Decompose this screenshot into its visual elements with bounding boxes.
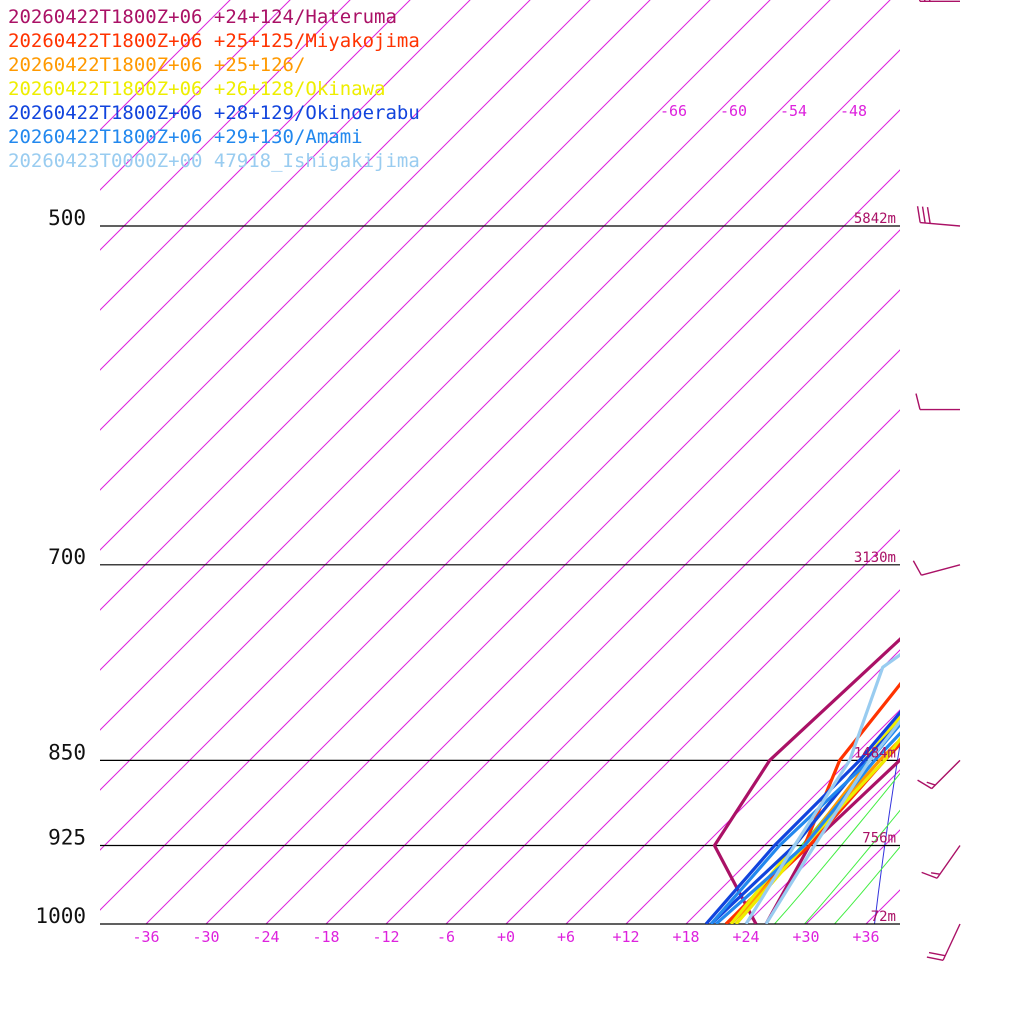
temperature-tick-label: -30 — [192, 928, 219, 946]
wind-barb — [915, 393, 960, 411]
temperature-tick-label: +24 — [732, 928, 759, 946]
wind-barb-feather — [912, 560, 922, 576]
legend-entry: 20260422T1800Z+06 +25+125/Miyakojima — [8, 30, 420, 52]
wind-barb — [917, 759, 961, 790]
isotherm-line — [145, 169, 900, 924]
wind-barb — [918, 0, 960, 2]
wind-barb-feather — [930, 872, 941, 875]
wind-barb-staff — [936, 845, 961, 879]
wind-barb — [916, 206, 961, 227]
isotherm-line — [385, 409, 900, 924]
temperature-tick-label: +6 — [557, 928, 575, 946]
pressure-label: 1000 — [35, 904, 86, 928]
wind-barb-feather — [921, 871, 938, 879]
wind-barb-staff — [931, 759, 961, 790]
isotherm-line — [865, 889, 900, 924]
legend-entry: 20260422T1800Z+06 +28+129/Okinoerabu — [8, 102, 420, 124]
isotherm-line — [445, 469, 900, 924]
dry-adiabat-line — [874, 741, 900, 924]
profile-temp-line — [714, 731, 900, 924]
temperature-tick-label: +0 — [497, 928, 515, 946]
wind-barb — [926, 923, 961, 961]
profile-temp-line — [734, 736, 900, 924]
temperature-tick-label: -18 — [312, 928, 339, 946]
height-label: 756m — [862, 830, 896, 846]
isotherm-line — [325, 349, 900, 924]
height-label: 3130m — [854, 550, 896, 566]
moist-adiabat-line — [734, 723, 900, 924]
profile-dewpoint-line — [729, 714, 900, 924]
isotherm-line — [100, 0, 591, 491]
profile-dewpoint-line — [734, 718, 900, 924]
axis-labels: 10016592m15014198m20012402m25010929m3009… — [35, 102, 896, 946]
wind-barb-staff — [920, 221, 961, 227]
profile-temp-line — [764, 757, 900, 924]
isotherm-label: -48 — [840, 102, 867, 120]
temperature-tick-label: +30 — [792, 928, 819, 946]
pressure-label: 850 — [48, 740, 86, 764]
isotherm-line — [805, 829, 900, 924]
isotherm-line — [100, 0, 651, 551]
legend-entry: 20260422T1800Z+06 +29+130/Amami — [8, 126, 363, 148]
wind-barb-feather — [915, 393, 921, 410]
pressure-label: 925 — [48, 825, 86, 849]
moist-adiabat-line — [804, 809, 900, 924]
height-label: 5842m — [854, 211, 896, 227]
profile-dewpoint-line — [709, 722, 900, 924]
wind-barb-feather — [926, 956, 944, 961]
wind-barb-feather — [916, 206, 921, 223]
profile-dewpoint-line — [704, 710, 900, 924]
temperature-tick-label: +18 — [672, 928, 699, 946]
isotherm-line — [986, 0, 1024, 924]
isotherm-line — [265, 289, 900, 924]
wind-barb-feather — [926, 781, 936, 786]
wind-barb-feather — [926, 206, 931, 224]
profile-temp-line — [729, 737, 900, 924]
wind-barb — [921, 845, 961, 879]
legend-entry: 20260423T0000Z+00 47918_Ishigakijima — [8, 150, 420, 172]
temperature-tick-label: -24 — [252, 928, 279, 946]
isotherm-line — [926, 0, 1024, 924]
temperature-tick-label: -12 — [372, 928, 399, 946]
isotherm-label: -54 — [780, 102, 807, 120]
legend: 20260422T1800Z+06 +24+124/Hateruma 202604… — [8, 5, 420, 173]
isotherm-line — [565, 589, 900, 924]
profile-temp-line — [709, 720, 900, 924]
isotherm-line — [100, 0, 711, 611]
wind-barb — [912, 560, 961, 576]
wind-barb-feather — [917, 779, 933, 790]
isotherm-line — [100, 0, 771, 671]
profile-temp-line — [724, 741, 900, 924]
profile-dewpoint-line — [712, 637, 900, 924]
temperature-tick-label: -36 — [132, 928, 159, 946]
temperature-tick-label: +12 — [612, 928, 639, 946]
isotherm-line — [205, 229, 900, 924]
temperature-tick-label: +36 — [852, 928, 879, 946]
temperature-tick-label: -6 — [437, 928, 455, 946]
wind-barb-feather — [918, 0, 921, 2]
isotherm-line — [100, 109, 900, 911]
legend-entry: 20260422T1800Z+06 +24+124/Hateruma — [8, 6, 397, 28]
wind-barb-staff — [942, 923, 961, 961]
isotherm-label: -60 — [720, 102, 747, 120]
height-label: 1484m — [854, 745, 896, 761]
pressure-label: 500 — [48, 206, 86, 230]
pressure-label: 700 — [48, 545, 86, 569]
wind-barb-staff — [921, 564, 961, 576]
isotherm-line — [100, 49, 900, 851]
legend-entry: 20260422T1800Z+06 +25+126/ — [8, 54, 306, 76]
wind-barbs — [912, 0, 961, 961]
isotherm-line — [100, 0, 891, 791]
dry-adiabat-line — [975, 0, 1024, 924]
height-label: 72m — [871, 909, 896, 925]
wind-barb-feather — [921, 206, 926, 224]
isotherm-label: -66 — [660, 102, 687, 120]
profile-dewpoint-line — [724, 681, 900, 924]
legend-entry: 20260422T1800Z+06 +26+128/Okinawa — [8, 78, 386, 100]
profile-temp-line — [764, 719, 900, 924]
isotherm-line — [100, 0, 831, 731]
wind-barb-feather — [928, 951, 946, 957]
sounding-profiles — [704, 637, 900, 924]
